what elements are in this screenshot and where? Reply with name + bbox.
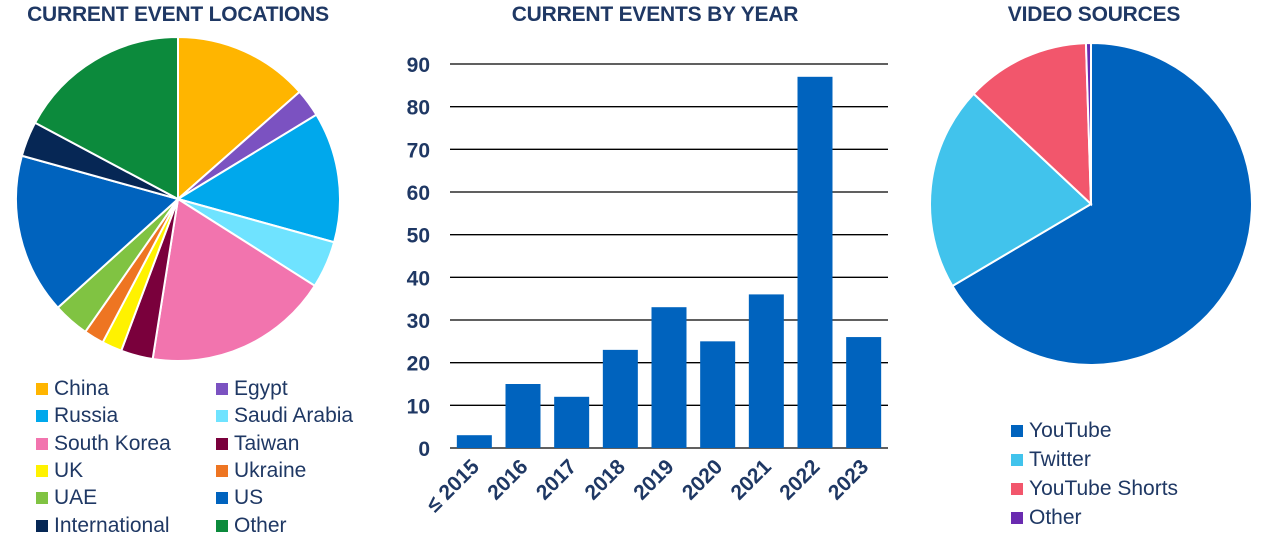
y-tick-label: 70 bbox=[407, 139, 430, 162]
y-tick-label: 20 bbox=[407, 353, 430, 376]
bar-2020 bbox=[700, 341, 736, 448]
video-sources-slice-twitter bbox=[929, 92, 1093, 288]
locations-chart-title: CURRENT EVENT LOCATIONS bbox=[27, 3, 329, 26]
locations-legend-item-south-korea: South Korea bbox=[36, 431, 171, 457]
bar-2017 bbox=[554, 396, 590, 448]
bar-2016 bbox=[505, 384, 541, 448]
bar-2019 bbox=[651, 307, 687, 448]
x-tick-label: 2016 bbox=[483, 455, 532, 504]
locations-legend-item-ukraine: Ukraine bbox=[216, 458, 306, 484]
locations-legend-swatch bbox=[216, 492, 228, 505]
y-tick-label: 50 bbox=[407, 225, 430, 248]
video-sources-legend-swatch bbox=[1011, 454, 1023, 466]
locations-legend-swatch bbox=[36, 464, 48, 477]
locations-legend-item-uae: UAE bbox=[36, 485, 97, 511]
x-tick-label: 2022 bbox=[775, 455, 824, 504]
locations-legend-label: Taiwan bbox=[234, 431, 300, 455]
locations-legend-swatch bbox=[216, 519, 228, 532]
years-bar-chart: 0 10 20 30 40 50 60 70 80 90 ≤ 2015 2016 2017 2018 201… bbox=[407, 54, 888, 517]
video-sources-legend-label: YouTube bbox=[1029, 419, 1112, 442]
y-tick-label: 30 bbox=[407, 310, 430, 333]
x-tick-label: 2021 bbox=[727, 455, 777, 505]
locations-legend-item-egypt: Egypt bbox=[216, 376, 288, 402]
video-sources-legend-swatch bbox=[1011, 483, 1023, 495]
locations-slice-china bbox=[177, 35, 301, 202]
y-tick-label: 10 bbox=[407, 395, 430, 418]
video-sources-chart-title: VIDEO SOURCES bbox=[1007, 3, 1181, 26]
locations-legend-swatch bbox=[216, 464, 228, 477]
locations-legend-label: UAE bbox=[54, 486, 98, 510]
x-tick-label: 2023 bbox=[824, 455, 873, 504]
video-sources-slice-youtube bbox=[951, 41, 1253, 366]
locations-legend-item-china: China bbox=[36, 376, 109, 402]
video-sources-legend-item-youtube: YouTube bbox=[1011, 417, 1112, 445]
video-sources-pie-chart bbox=[929, 41, 1253, 366]
video-sources-legend-label: YouTube Shorts bbox=[1029, 477, 1179, 500]
locations-legend-item-saudi-arabia: Saudi Arabia bbox=[216, 403, 353, 429]
locations-legend-item-taiwan: Taiwan bbox=[216, 431, 299, 457]
locations-slice-us bbox=[15, 154, 181, 310]
video-sources-legend-item-twitter: Twitter bbox=[1011, 446, 1091, 474]
video-sources-legend-label: Twitter bbox=[1029, 448, 1091, 471]
video-sources-slice-youtube-shorts bbox=[972, 42, 1093, 207]
bar-2018 bbox=[602, 349, 638, 448]
locations-legend-label: UK bbox=[54, 458, 84, 482]
locations-slice-russia bbox=[175, 113, 341, 244]
locations-legend-label: US bbox=[234, 486, 264, 510]
video-sources-legend-item-youtube-shorts: YouTube Shorts bbox=[1011, 475, 1178, 503]
y-tick-label: 90 bbox=[407, 54, 430, 77]
locations-pie-chart bbox=[15, 35, 341, 362]
x-tick-label: ≤ 2015 bbox=[422, 455, 484, 517]
locations-legend-label: Egypt bbox=[234, 377, 288, 400]
locations-legend-swatch bbox=[36, 410, 48, 423]
locations-legend-label: Saudi Arabia bbox=[234, 404, 354, 428]
video-sources-legend-label: Other bbox=[1029, 506, 1082, 529]
x-tick-label: 2018 bbox=[581, 455, 631, 505]
locations-legend-label: China bbox=[54, 377, 109, 400]
locations-legend-item-russia: Russia bbox=[36, 403, 118, 429]
locations-legend-label: South Korea bbox=[54, 431, 171, 455]
locations-legend-swatch bbox=[216, 410, 228, 423]
y-tick-label: 40 bbox=[407, 267, 430, 290]
locations-legend-label: Russia bbox=[54, 404, 119, 428]
locations-legend-swatch bbox=[36, 383, 48, 395]
locations-legend-label: International bbox=[54, 513, 170, 537]
locations-legend-swatch bbox=[36, 437, 48, 450]
video-sources-slice-other bbox=[1084, 41, 1092, 205]
bar-2015 bbox=[456, 435, 492, 448]
locations-legend-item-us: US bbox=[216, 485, 263, 511]
locations-legend-item-international: International bbox=[36, 513, 170, 539]
locations-legend-item-uk: UK bbox=[36, 458, 83, 484]
x-tick-label: 2019 bbox=[629, 455, 678, 504]
locations-legend-swatch bbox=[36, 492, 48, 505]
x-tick-label: 2017 bbox=[532, 455, 581, 504]
y-tick-label: 60 bbox=[407, 182, 430, 205]
video-sources-legend-swatch bbox=[1011, 425, 1023, 437]
bar-2022 bbox=[797, 76, 833, 449]
locations-legend-item-other: Other bbox=[216, 513, 287, 539]
y-tick-label: 0 bbox=[418, 438, 430, 461]
x-tick-label: 2020 bbox=[678, 455, 727, 504]
locations-slice-south-korea bbox=[151, 197, 317, 362]
locations-slice-other bbox=[33, 35, 179, 201]
video-sources-legend-swatch bbox=[1011, 512, 1023, 524]
y-tick-label: 80 bbox=[407, 97, 430, 120]
locations-legend-label: Ukraine bbox=[234, 458, 307, 482]
locations-legend-swatch bbox=[36, 519, 48, 532]
locations-legend-label: Other bbox=[234, 513, 287, 537]
video-sources-legend-item-other: Other bbox=[1011, 504, 1082, 532]
years-chart-title: CURRENT EVENTS BY YEAR bbox=[511, 3, 799, 26]
bar-2021 bbox=[748, 294, 784, 448]
locations-legend-swatch bbox=[216, 383, 228, 395]
locations-legend-swatch bbox=[216, 437, 228, 450]
bar-2023 bbox=[846, 337, 882, 448]
